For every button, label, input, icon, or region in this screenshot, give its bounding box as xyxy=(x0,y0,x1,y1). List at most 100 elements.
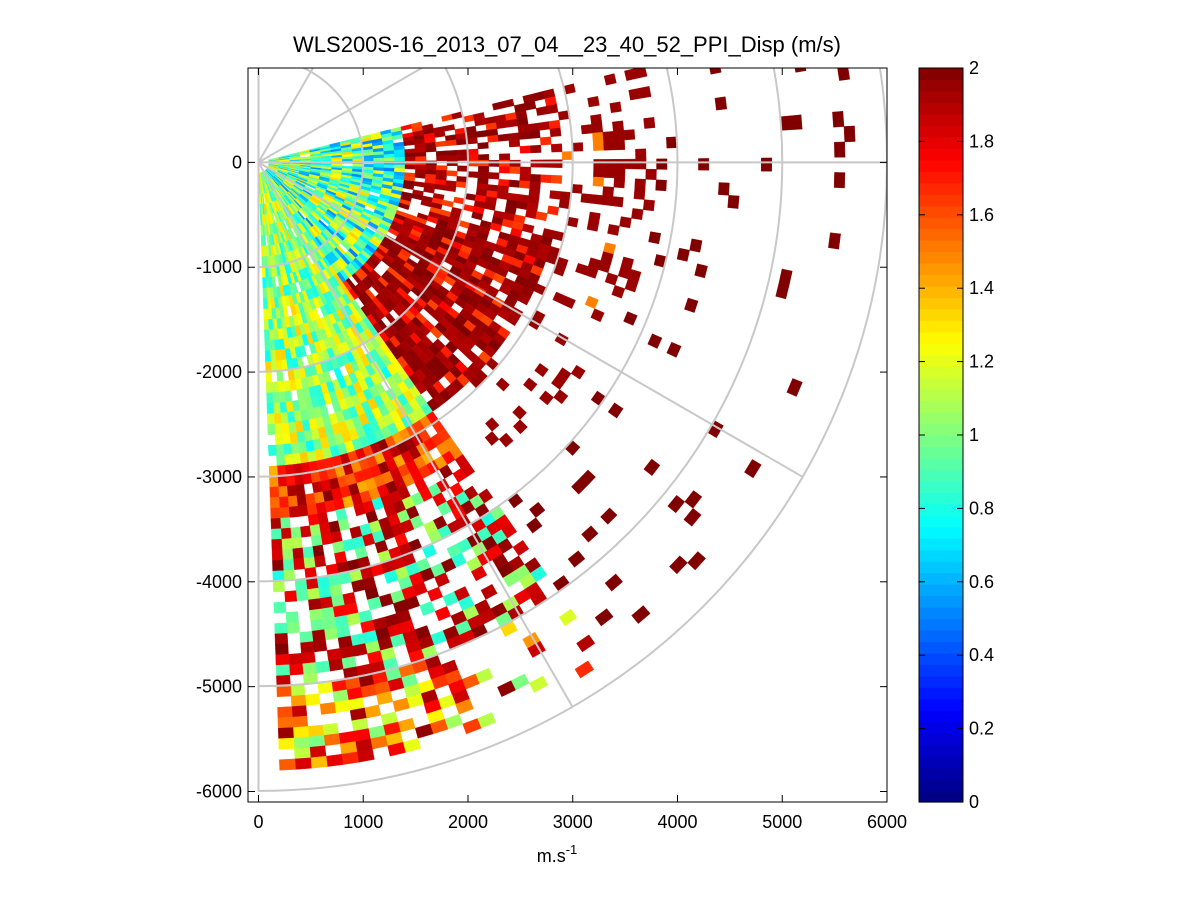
data-cell xyxy=(294,757,312,770)
data-cell xyxy=(297,504,309,517)
data-cell xyxy=(656,158,668,170)
data-cell xyxy=(282,559,295,571)
data-cell xyxy=(551,159,563,168)
y-tick-label: -4000 xyxy=(196,572,242,592)
colorbar-band xyxy=(919,182,963,195)
data-cell xyxy=(530,159,542,168)
data-cell xyxy=(467,171,479,178)
data-cell xyxy=(383,157,395,162)
data-cell xyxy=(534,363,549,378)
data-cell xyxy=(307,513,320,527)
data-cell xyxy=(311,629,326,642)
colorbar-band xyxy=(919,171,963,184)
data-cell xyxy=(467,148,479,156)
data-cell xyxy=(547,205,560,216)
y-tick-label: -2000 xyxy=(196,362,242,382)
colorbar-band xyxy=(919,675,963,688)
data-cell xyxy=(667,495,686,514)
data-cell xyxy=(786,378,803,397)
data-cell xyxy=(744,459,762,479)
data-cell xyxy=(274,633,289,645)
data-cell xyxy=(264,340,271,352)
data-cell xyxy=(353,503,366,517)
colorbar-tick-label: 1.4 xyxy=(969,278,994,298)
data-cell xyxy=(262,277,267,289)
data-cell xyxy=(445,139,458,147)
data-cell xyxy=(269,497,280,509)
data-cell xyxy=(294,484,306,497)
data-cell xyxy=(275,664,291,677)
data-cell xyxy=(592,176,605,187)
colorbar-band xyxy=(919,125,963,138)
data-cell xyxy=(517,124,530,133)
data-cell xyxy=(535,211,548,222)
data-cell xyxy=(519,145,531,154)
radial-spoke xyxy=(257,161,804,478)
data-cell xyxy=(308,598,322,611)
data-cell xyxy=(684,297,699,313)
data-cell xyxy=(320,532,333,546)
data-cell xyxy=(585,266,599,279)
colorbar-tick-label: 1.6 xyxy=(969,205,994,225)
data-cell xyxy=(714,96,728,111)
data-cell xyxy=(508,132,520,141)
data-cell xyxy=(623,311,638,326)
data-cell xyxy=(607,402,624,419)
colorbar-band xyxy=(919,480,963,493)
data-cell xyxy=(273,412,282,425)
data-cell xyxy=(268,444,277,457)
colorbar-tick-label: 0.4 xyxy=(969,645,994,665)
colorbar-band xyxy=(919,240,963,253)
data-cell xyxy=(488,172,500,180)
data-cell xyxy=(270,507,281,519)
data-cell xyxy=(260,235,264,247)
x-tick-label: 2000 xyxy=(448,812,488,832)
colorbar-band xyxy=(919,641,963,654)
data-cell xyxy=(541,159,553,168)
colorbar-band xyxy=(919,790,963,803)
data-cell xyxy=(278,485,288,498)
data-cell xyxy=(266,392,274,404)
data-cell xyxy=(394,153,406,158)
data-cell xyxy=(526,517,543,534)
data-cell xyxy=(267,318,274,331)
data-cell xyxy=(539,390,554,406)
data-cell xyxy=(273,601,287,614)
data-cell xyxy=(287,421,297,434)
data-cell xyxy=(434,606,452,622)
data-cell xyxy=(518,131,531,140)
data-cell xyxy=(279,401,288,414)
colorbar-band xyxy=(919,664,963,677)
x-tick-label: 0 xyxy=(253,812,263,832)
data-cell xyxy=(341,751,360,765)
colorbar-band xyxy=(919,767,963,780)
data-cell xyxy=(281,538,293,550)
data-cell xyxy=(634,68,648,79)
data-cell xyxy=(539,136,552,146)
colorbar-band xyxy=(919,538,963,551)
data-cell xyxy=(648,231,662,245)
data-cell xyxy=(590,194,603,205)
colorbar-band xyxy=(919,297,963,310)
data-cell xyxy=(288,505,300,518)
data-cell xyxy=(676,247,690,262)
colorbar-band xyxy=(919,159,963,172)
data-cell xyxy=(528,130,541,139)
data-cell xyxy=(268,329,275,341)
data-cell xyxy=(540,174,552,184)
data-cell xyxy=(264,350,271,362)
data-cell xyxy=(538,121,551,131)
data-cell xyxy=(611,285,626,299)
data-cell xyxy=(323,733,341,747)
data-cell xyxy=(446,170,458,177)
data-cell xyxy=(288,653,303,665)
colorbar: 0 0.2 0.4 0.6 0.8 1 1.2 1.4 1.6 1.8 2 xyxy=(918,58,994,812)
data-cell xyxy=(607,224,620,236)
data-cell xyxy=(387,742,406,757)
colorbar-band xyxy=(919,389,963,402)
data-cell xyxy=(497,680,516,697)
data-cell xyxy=(301,651,316,665)
data-cell xyxy=(614,168,626,179)
data-cell xyxy=(307,724,324,738)
